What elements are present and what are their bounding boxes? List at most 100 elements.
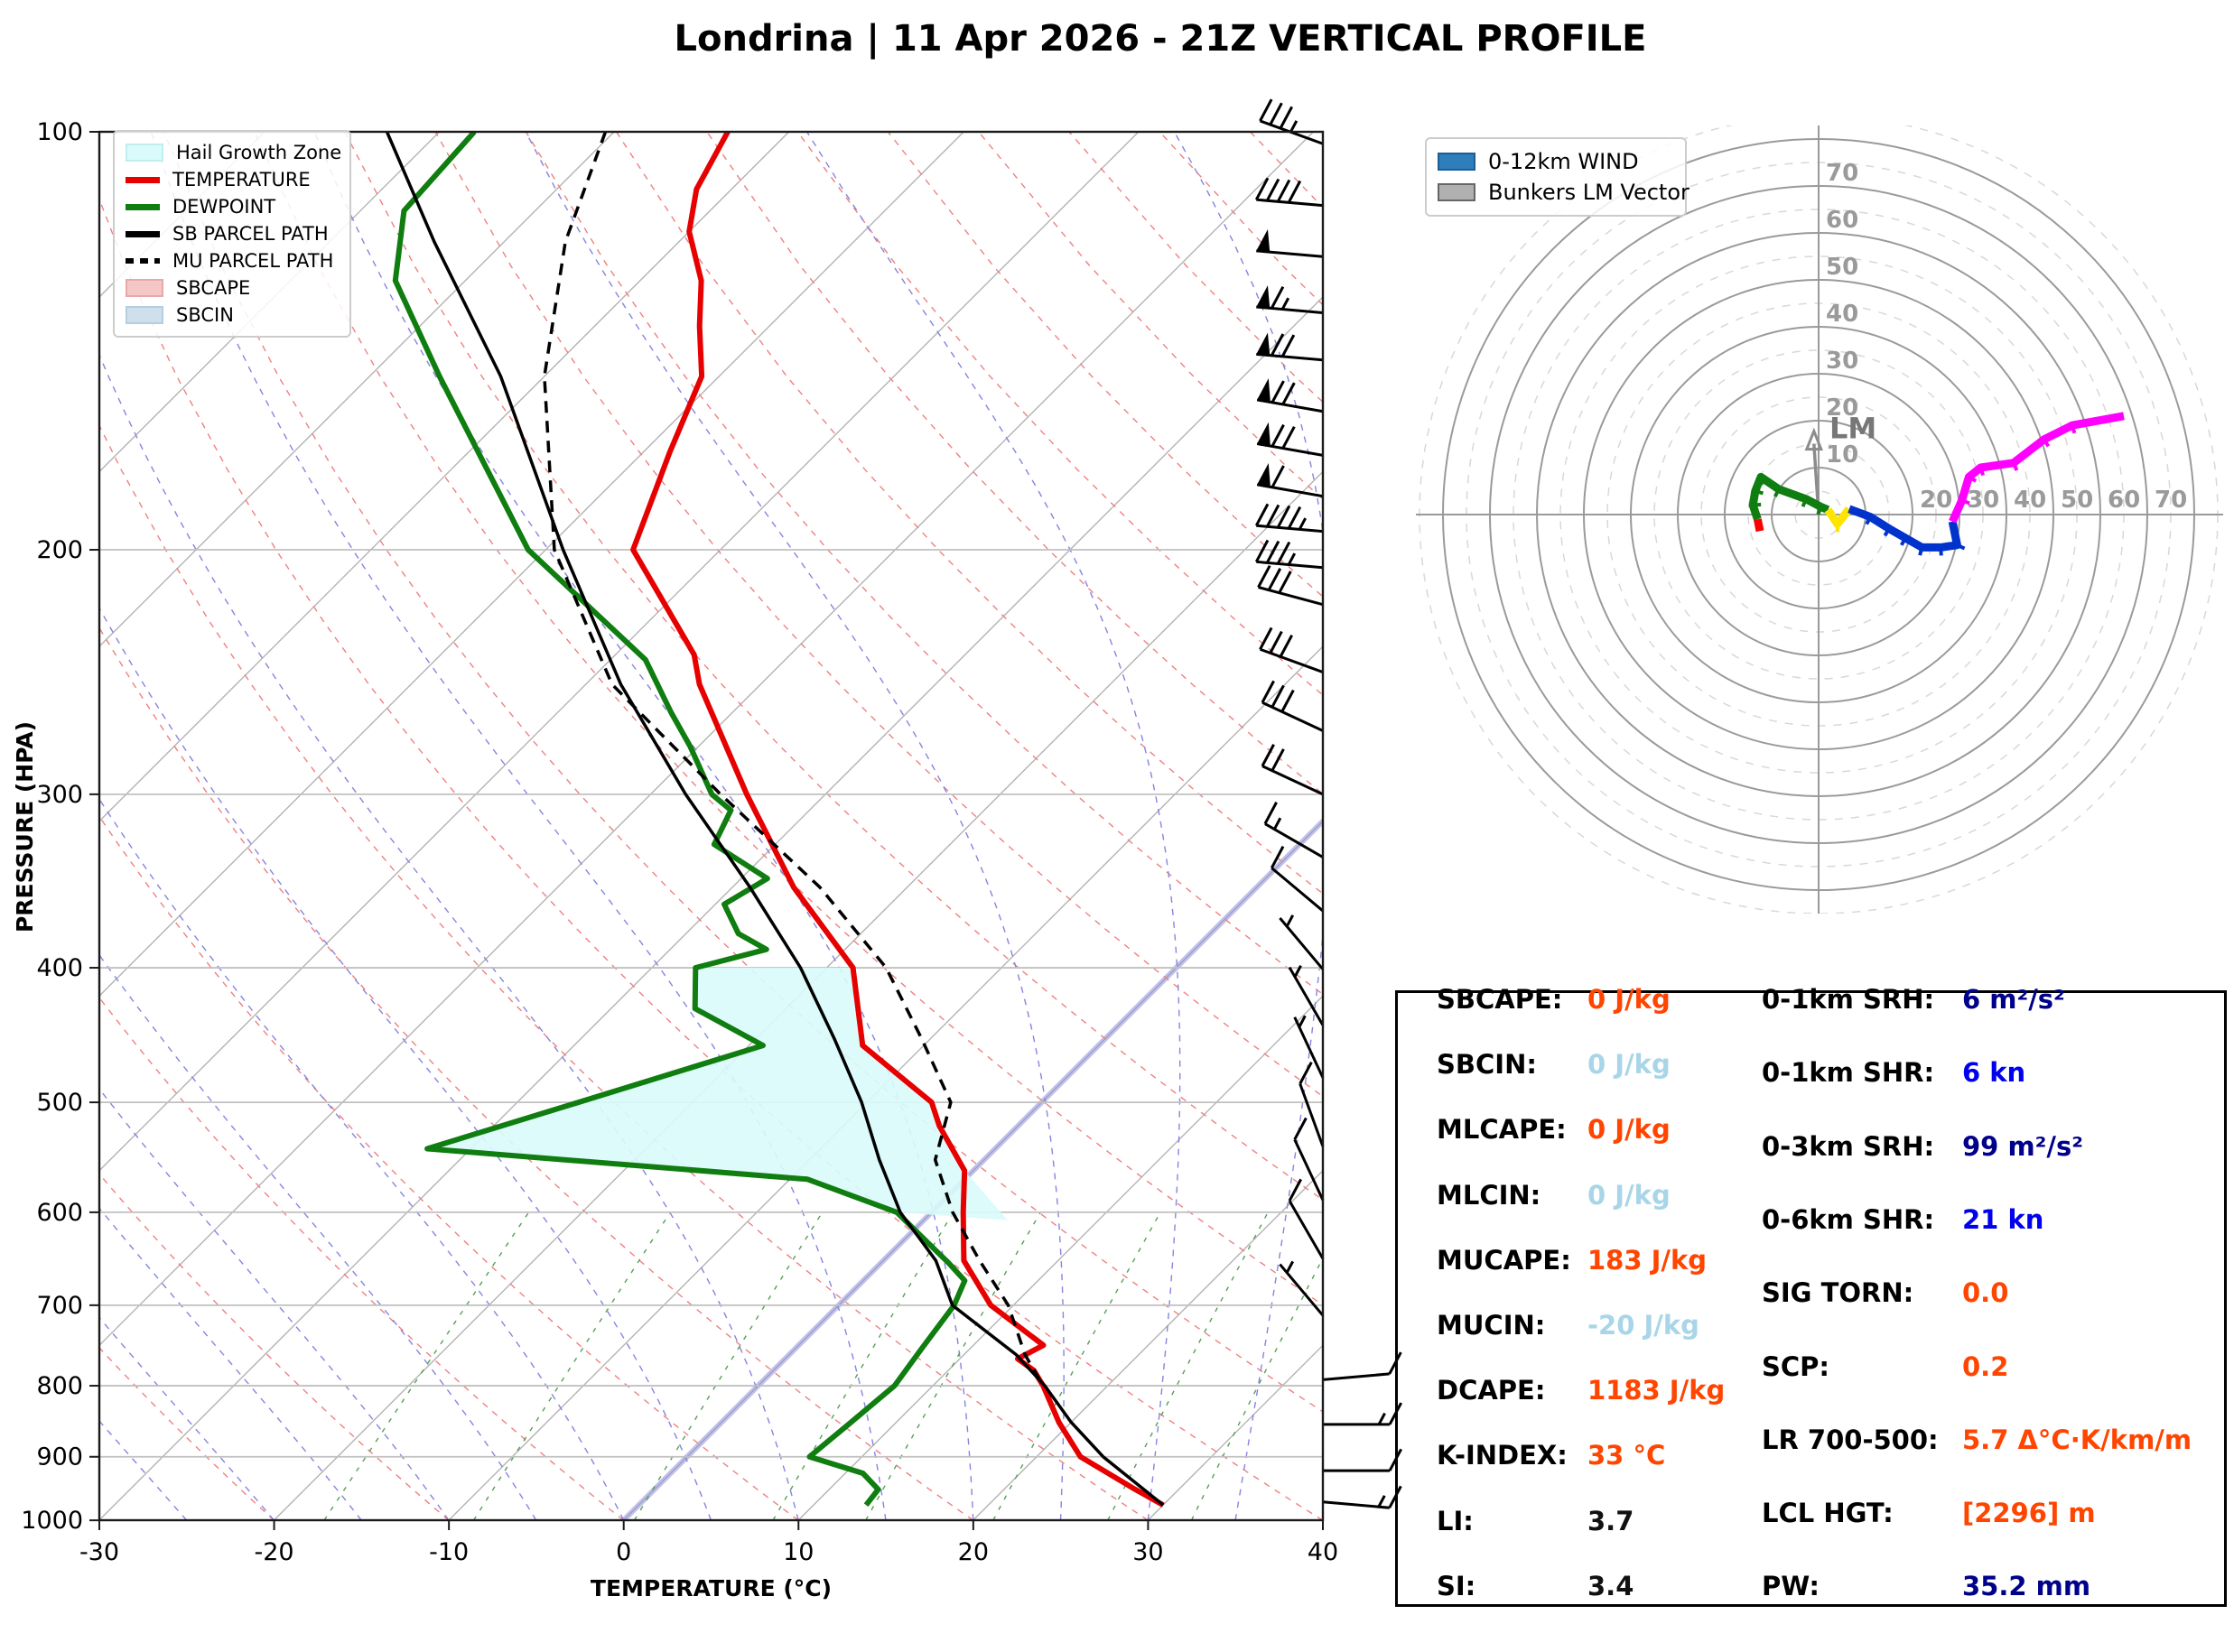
dry-adiabat-line [99, 997, 625, 1520]
legend-swatch-patch [126, 144, 163, 162]
lm-label: LM [1829, 412, 1876, 446]
isotherm-line [973, 1169, 1323, 1520]
bunkers-lm-vector: LM [1804, 412, 1876, 515]
dry-adiabat-line [1249, 132, 1323, 209]
wind-barb [1299, 1061, 1325, 1147]
legend-item: Bunkers LM Vector [1438, 177, 1689, 208]
wind-barb [1254, 539, 1324, 570]
temperature-curve [630, 132, 1165, 1508]
pressure-tick-label: 800 [36, 1372, 83, 1400]
pressure-tick-label: 1000 [21, 1507, 83, 1535]
dry-adiabat-line [99, 815, 799, 1520]
index-label: 0-6km SHR: [1762, 1203, 1935, 1235]
wind-barb-column [1254, 98, 1403, 1509]
wind-barb [1288, 964, 1325, 1026]
isotherm-line [448, 645, 1323, 1520]
dewpoint-curve [392, 132, 968, 1508]
dry-adiabat-line [887, 132, 1323, 598]
index-label: MLCAPE: [1437, 1114, 1567, 1146]
legend-item: SBCAPE [126, 274, 339, 302]
dry-adiabat-line [99, 197, 1323, 1520]
pressure-tick-label: 900 [36, 1443, 83, 1471]
isotherm-line [99, 132, 1314, 1347]
index-row: MLCIN: 0 J/kg [1437, 1178, 1671, 1212]
ring-label: 70 [2155, 487, 2187, 514]
index-row: SI: 3.4 [1437, 1569, 1634, 1603]
moist-adiabat-line [99, 353, 799, 1520]
temperature-tick-label: -10 [429, 1538, 469, 1566]
isotherm-line [797, 995, 1323, 1520]
index-row: MLCAPE: 0 J/kg [1437, 1112, 1671, 1146]
dry-adiabat-line [344, 132, 1323, 1202]
moist-adiabat-line [313, 132, 974, 1520]
dry-adiabat-line [163, 132, 1323, 1413]
dry-adiabat-line [796, 132, 1323, 696]
index-value: 0 J/kg [1587, 1179, 1671, 1211]
isotherm-line [273, 470, 1323, 1520]
wind-barb [1288, 1178, 1325, 1260]
legend-swatch-line [126, 230, 160, 237]
wind-barb [1270, 845, 1324, 913]
skewt-legend: Hail Growth Zone TEMPERATURE DEWPOINT SB PA… [113, 130, 351, 338]
moist-adiabat-line [806, 132, 1181, 1520]
legend-label: DEWPOINT [172, 196, 276, 218]
moist-adiabat-line [99, 953, 537, 1520]
index-value: 5.7 Δ°C·K/km/m [1962, 1424, 2192, 1455]
legend-item: Hail Growth Zone [126, 139, 341, 166]
legend-swatch-patch [126, 279, 163, 297]
ring-label: 50 [2061, 487, 2093, 514]
legend-item: TEMPERATURE [126, 166, 339, 193]
wind-barb [1257, 564, 1324, 607]
pressure-tick-label: 400 [36, 954, 83, 982]
wind-barb [1293, 1117, 1325, 1202]
legend-label: MU PARCEL PATH [172, 250, 334, 272]
legend-label: 0-12km WIND [1488, 149, 1639, 174]
wind-barb [1256, 228, 1324, 258]
index-label: SCP: [1762, 1350, 1830, 1382]
index-label: SIG TORN: [1762, 1277, 1914, 1309]
isotherm-line [99, 132, 441, 473]
temperature-tick-label: -20 [255, 1538, 294, 1566]
legend-label: TEMPERATURE [172, 169, 311, 190]
legend-item: MU PARCEL PATH [126, 247, 339, 274]
index-label: 0-3km SRH: [1762, 1130, 1935, 1162]
wind-barb [1279, 914, 1325, 970]
wind-barb [1256, 285, 1324, 314]
temperature-tick-label: -30 [79, 1538, 119, 1566]
index-value: 3.7 [1587, 1505, 1634, 1536]
moist-adiabat-line [99, 1420, 188, 1520]
wind-barb [1259, 98, 1324, 145]
wind-barb [1256, 422, 1324, 457]
wind-barb [1261, 680, 1324, 732]
hail-growth-zone-area [427, 968, 1008, 1220]
wind-barb [1256, 378, 1324, 413]
index-row: 0-1km SHR: 6 kn [1762, 1055, 2025, 1090]
wind-trace-segment [1753, 518, 1764, 533]
index-label: DCAPE: [1437, 1375, 1546, 1406]
pressure-tick-label: 600 [36, 1199, 83, 1227]
freezing-isotherm-line [621, 817, 1323, 1520]
pressure-axis-label: PRESSURE (HPA) [12, 720, 38, 933]
dry-adiabat-line [1159, 132, 1323, 306]
moist-adiabat-line [99, 798, 625, 1520]
isotherm-line [99, 132, 790, 822]
wind-barb [1261, 744, 1324, 796]
legend-swatch-patch [1438, 153, 1475, 171]
index-label: LCL HGT: [1762, 1498, 1894, 1529]
index-label: MUCIN: [1437, 1310, 1546, 1341]
ring-label: 10 [1826, 441, 1858, 469]
legend-label: SB PARCEL PATH [172, 223, 329, 245]
legend-label: Bunkers LM Vector [1488, 180, 1689, 205]
legend-item: DEWPOINT [126, 193, 339, 220]
index-value: 6 m²/s² [1962, 984, 2065, 1015]
index-label: PW: [1762, 1571, 1820, 1602]
wind-trace-segment [1848, 505, 1961, 552]
isotherm-line [99, 132, 615, 648]
legend-label: SBCAPE [176, 277, 251, 299]
index-row: 0-1km SRH: 6 m²/s² [1762, 982, 2065, 1016]
dry-adiabat-line [253, 132, 1323, 1306]
legend-item: SBCIN [126, 302, 339, 329]
index-value: 35.2 mm [1962, 1571, 2091, 1602]
